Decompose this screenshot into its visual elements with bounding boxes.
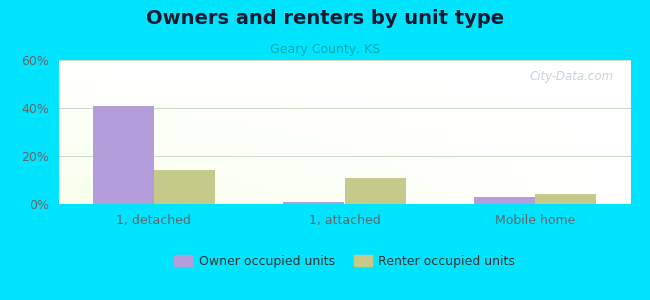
Legend: Owner occupied units, Renter occupied units: Owner occupied units, Renter occupied un… — [168, 250, 521, 273]
Bar — [535, 194, 596, 204]
Text: Owners and renters by unit type: Owners and renters by unit type — [146, 9, 504, 28]
Text: City-Data.com: City-Data.com — [529, 70, 614, 83]
Bar — [283, 202, 344, 204]
Bar — [93, 106, 154, 204]
Bar — [344, 178, 406, 204]
Bar — [154, 170, 215, 204]
Bar — [474, 197, 535, 204]
Text: Geary County, KS: Geary County, KS — [270, 44, 380, 56]
